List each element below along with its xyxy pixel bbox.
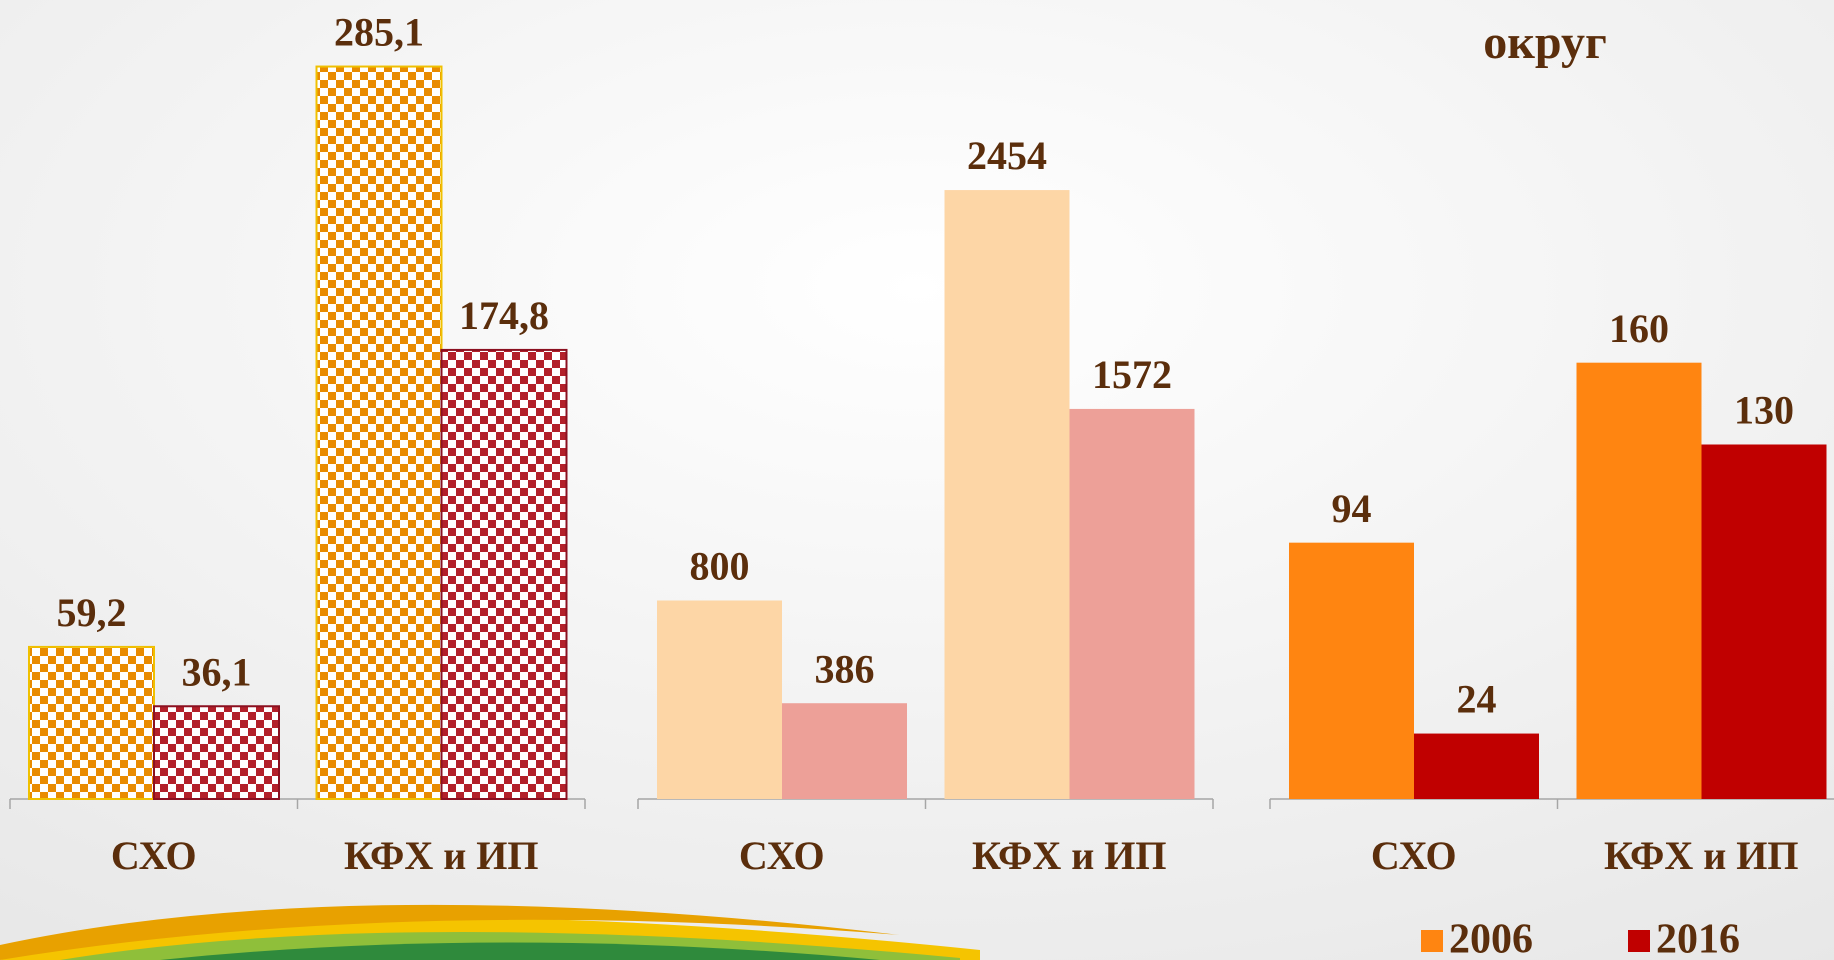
bar: [1414, 733, 1539, 799]
value-label: 285,1: [334, 10, 424, 55]
legend-swatch: [1421, 930, 1443, 952]
value-label: 36,1: [182, 649, 252, 694]
bar: [153, 705, 280, 800]
value-label: 2454: [967, 133, 1047, 178]
bar: [28, 645, 155, 801]
bar: [944, 190, 1070, 799]
value-label: 59,2: [57, 590, 127, 635]
value-label: 800: [690, 544, 750, 589]
bar: [1289, 542, 1414, 799]
value-label: 1572: [1092, 352, 1172, 397]
legend-swatch: [1628, 930, 1650, 952]
bar: [782, 703, 907, 799]
x-tick-label: СХО: [111, 833, 197, 878]
value-label: 160: [1609, 306, 1669, 351]
bar: [657, 600, 782, 799]
x-tick-label: СХО: [739, 833, 825, 878]
x-tick-label: КФХ и ИП: [1604, 833, 1799, 878]
bar: [1069, 408, 1195, 799]
value-label: 94: [1332, 486, 1372, 531]
value-label: 24: [1457, 677, 1497, 722]
value-label: 130: [1734, 388, 1794, 433]
bar: [315, 65, 443, 800]
x-tick-label: СХО: [1371, 833, 1457, 878]
x-tick-label: КФХ и ИП: [972, 833, 1167, 878]
bar: [440, 348, 568, 800]
bar: [1701, 444, 1827, 799]
chart-title: округ: [1483, 16, 1607, 69]
legend-label: 2016: [1656, 917, 1740, 960]
bar: [1576, 362, 1702, 799]
value-label: 386: [815, 646, 875, 691]
x-tick-label: КФХ и ИП: [344, 833, 539, 878]
decor-swoosh: [0, 904, 980, 960]
value-label: 174,8: [459, 293, 549, 338]
legend-label: 2006: [1449, 917, 1533, 960]
